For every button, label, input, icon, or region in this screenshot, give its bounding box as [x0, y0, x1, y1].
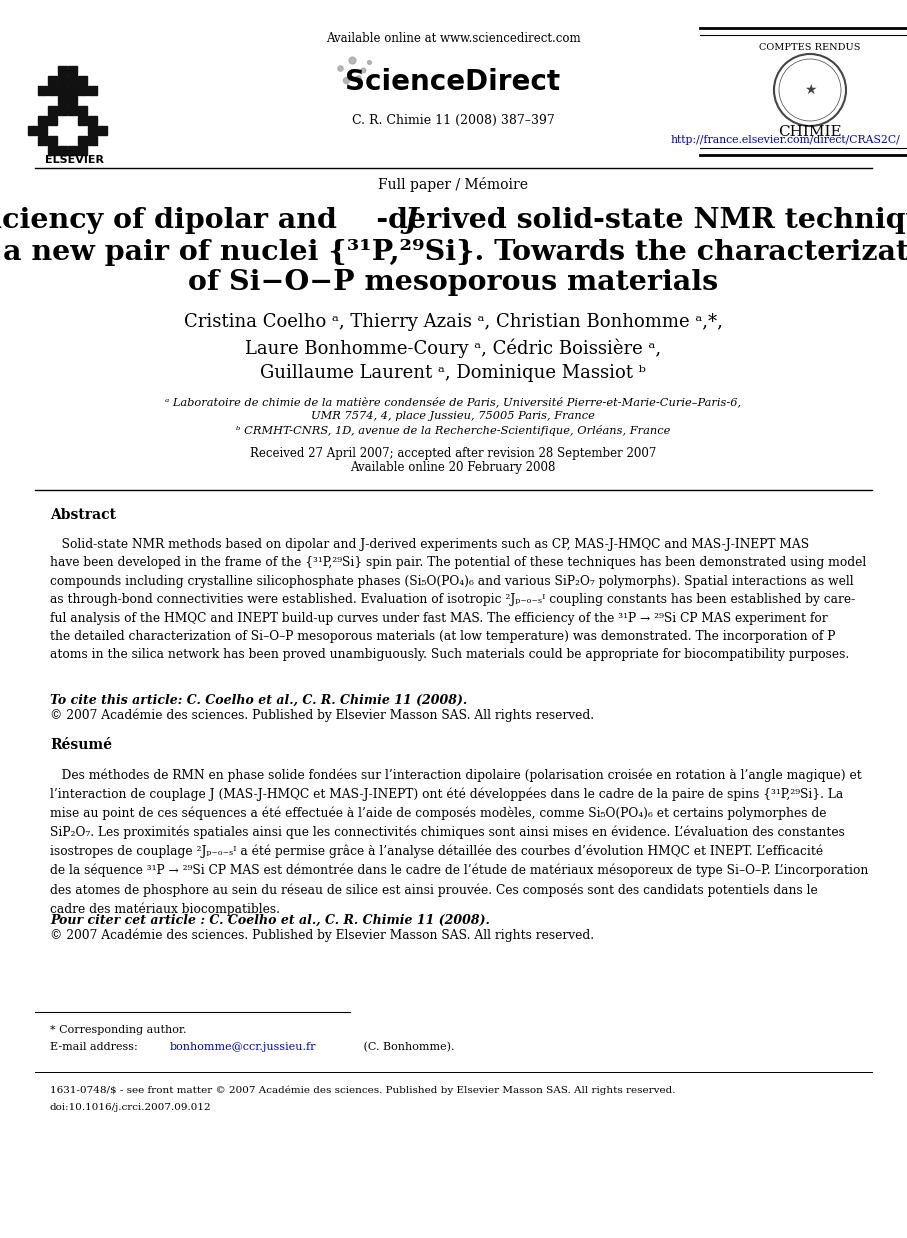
Text: http://france.elsevier.com/direct/CRAS2C/: http://france.elsevier.com/direct/CRAS2C…	[670, 135, 900, 145]
Text: CHIMIE: CHIMIE	[778, 125, 842, 139]
Text: E-mail address:: E-mail address:	[50, 1042, 141, 1052]
Text: C. R. Chimie 11 (2008) 387–397: C. R. Chimie 11 (2008) 387–397	[352, 114, 554, 126]
Bar	[88, 136, 97, 145]
Bar	[48, 85, 57, 95]
Bar	[68, 85, 77, 95]
Text: Cristina Coelho ᵃ, Thierry Azais ᵃ, Christian Bonhomme ᵃ,*,: Cristina Coelho ᵃ, Thierry Azais ᵃ, Chri…	[183, 313, 723, 331]
Bar	[38, 126, 47, 135]
Text: * Corresponding author.: * Corresponding author.	[50, 1025, 187, 1035]
Bar	[58, 146, 67, 155]
Bar	[58, 85, 67, 95]
Bar	[58, 106, 67, 115]
Bar	[48, 116, 57, 125]
Text: UMR 7574, 4, place Jussieu, 75005 Paris, France: UMR 7574, 4, place Jussieu, 75005 Paris,…	[311, 411, 595, 421]
Bar	[78, 76, 87, 85]
Bar	[38, 136, 47, 145]
Bar	[48, 106, 57, 115]
Text: Efficiency of dipolar and    -derived solid-state NMR techniques: Efficiency of dipolar and -derived solid…	[0, 207, 907, 234]
Text: doi:10.1016/j.crci.2007.09.012: doi:10.1016/j.crci.2007.09.012	[50, 1103, 211, 1112]
Text: Pour citer cet article : C. Coelho et al., C. R. Chimie 11 (2008).: Pour citer cet article : C. Coelho et al…	[50, 914, 490, 926]
Bar	[88, 116, 97, 125]
Text: Des méthodes de RMN en phase solide fondées sur l’interaction dipolaire (polaris: Des méthodes de RMN en phase solide fond…	[50, 768, 868, 916]
Bar	[58, 76, 67, 85]
Bar	[78, 106, 87, 115]
Text: To cite this article: C. Coelho et al., C. R. Chimie 11 (2008).: To cite this article: C. Coelho et al., …	[50, 693, 467, 707]
Text: Abstract: Abstract	[50, 508, 116, 522]
Text: of Si−O−P mesoporous materials: of Si−O−P mesoporous materials	[188, 270, 718, 296]
Text: Résumé: Résumé	[50, 738, 112, 751]
Bar	[78, 116, 87, 125]
Bar	[68, 106, 77, 115]
Bar	[68, 97, 77, 105]
Bar	[28, 126, 37, 135]
Text: Solid-state NMR methods based on dipolar and J-derived experiments such as CP, M: Solid-state NMR methods based on dipolar…	[50, 539, 866, 661]
Text: Laure Bonhomme-Coury ᵃ, Cédric Boissière ᵃ,: Laure Bonhomme-Coury ᵃ, Cédric Boissière…	[245, 338, 661, 358]
Text: ᵇ CRMHT-CNRS, 1D, avenue de la Recherche-Scientifique, Orléans, France: ᵇ CRMHT-CNRS, 1D, avenue de la Recherche…	[236, 425, 670, 436]
Bar	[78, 146, 87, 155]
Text: © 2007 Académie des sciences. Published by Elsevier Masson SAS. All rights reser: © 2007 Académie des sciences. Published …	[50, 928, 594, 942]
Bar	[78, 136, 87, 145]
Text: ELSEVIER: ELSEVIER	[45, 155, 104, 165]
Text: Available online at www.sciencedirect.com: Available online at www.sciencedirect.co…	[326, 31, 580, 45]
Bar	[98, 126, 107, 135]
Text: ScienceDirect: ScienceDirect	[346, 68, 561, 97]
Bar	[68, 146, 77, 155]
Text: ᵃ Laboratoire de chimie de la matière condensée de Paris, Université Pierre-et-M: ᵃ Laboratoire de chimie de la matière co…	[165, 396, 741, 407]
Bar	[48, 136, 57, 145]
Bar	[48, 76, 57, 85]
Text: Available online 20 February 2008: Available online 20 February 2008	[350, 462, 556, 474]
Bar	[48, 146, 57, 155]
Bar	[68, 76, 77, 85]
Bar	[88, 126, 97, 135]
Bar	[58, 66, 67, 76]
Text: for a new pair of nuclei {³¹P,²⁹Si}. Towards the characterization: for a new pair of nuclei {³¹P,²⁹Si}. Tow…	[0, 239, 907, 265]
Text: Guillaume Laurent ᵃ, Dominique Massiot ᵇ: Guillaume Laurent ᵃ, Dominique Massiot ᵇ	[260, 364, 646, 383]
Bar	[88, 85, 97, 95]
Text: 1631-0748/$ - see front matter © 2007 Académie des sciences. Published by Elsevi: 1631-0748/$ - see front matter © 2007 Ac…	[50, 1086, 676, 1094]
Text: © 2007 Académie des sciences. Published by Elsevier Masson SAS. All rights reser: © 2007 Académie des sciences. Published …	[50, 708, 594, 722]
Bar	[58, 97, 67, 105]
Text: bonhomme@ccr.jussieu.fr: bonhomme@ccr.jussieu.fr	[170, 1042, 317, 1052]
Text: (C. Bonhomme).: (C. Bonhomme).	[360, 1042, 454, 1052]
Text: Received 27 April 2007; accepted after revision 28 September 2007: Received 27 April 2007; accepted after r…	[249, 447, 656, 459]
Text: COMPTES RENDUS: COMPTES RENDUS	[759, 42, 861, 52]
Text: J: J	[404, 207, 417, 234]
Bar	[68, 66, 77, 76]
Text: ★: ★	[804, 83, 816, 97]
Text: Full paper / Mémoire: Full paper / Mémoire	[378, 177, 528, 192]
Bar	[38, 116, 47, 125]
Bar	[38, 85, 47, 95]
Bar	[78, 85, 87, 95]
